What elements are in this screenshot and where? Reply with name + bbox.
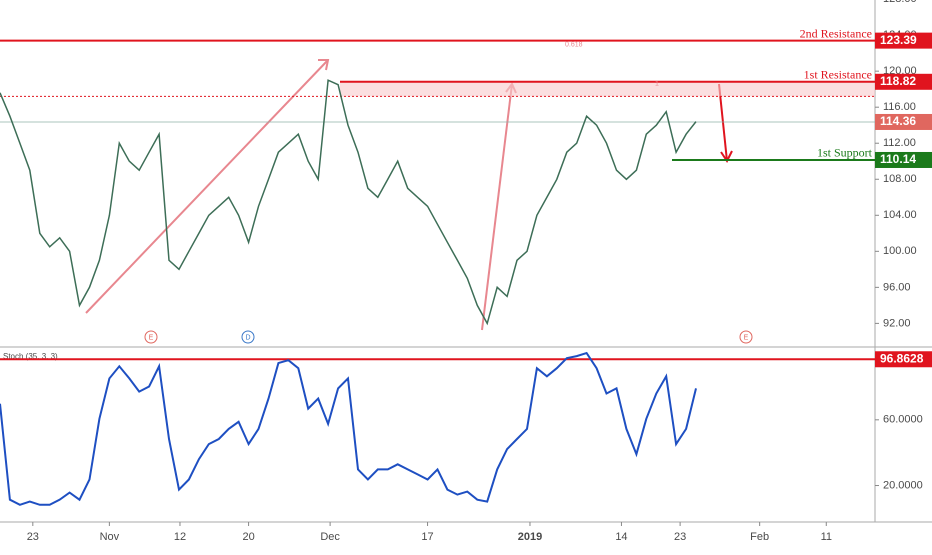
x-tick-label: 20 [242,531,254,543]
y-tick-label: 108.00 [883,173,917,185]
y-tick-label: 116.00 [883,101,916,113]
stoch-line [0,351,697,506]
price-label: 114.36 [880,114,916,128]
price-label-box [875,32,932,49]
y-tick-label: 100.00 [883,245,917,257]
price-label: 118.82 [880,74,916,88]
y-tick-label: 104.00 [883,209,917,221]
price-label: 110.14 [880,152,916,166]
price-line [0,79,697,326]
price-label: 96.8628 [880,351,924,365]
fib-label: 1 [655,81,659,88]
x-tick-label: 14 [615,531,627,543]
x-tick-label: 17 [421,531,433,543]
resistance-zone [340,81,875,97]
x-tick-label: 11 [821,531,832,543]
event-marker [241,330,255,344]
x-tick-label: Dec [320,531,340,543]
level-name: 2nd Resistance [800,26,872,40]
fib-label: 0.618 [565,41,583,48]
price-label-box [875,151,932,168]
event-marker [739,330,753,344]
y-tick-label: 112.00 [883,137,916,149]
price-label-box [875,73,932,90]
y-tick-label: 128.00 [883,0,917,5]
y-tick-label: 60.0000 [883,414,923,426]
y-tick-label: 20.0000 [883,479,923,491]
price-label-box [875,351,932,368]
event-label: E [744,334,749,341]
y-tick-label: 92.00 [883,317,911,329]
level-name: 1st Resistance [804,68,872,82]
indicator-title: Stoch (35, 3, 3) [3,352,58,361]
event-label: E [149,334,154,341]
price-label-box [875,113,932,130]
x-tick-label: 23 [27,531,39,543]
x-tick-label: 2019 [518,531,542,543]
x-tick-label: 12 [174,531,186,543]
x-tick-label: Nov [100,531,120,543]
price-label: 123.39 [880,33,917,47]
y-tick-label: 96.00 [883,281,911,293]
event-label: D [245,334,250,341]
x-tick-label: 23 [674,531,686,543]
x-tick-label: Feb [750,531,769,543]
event-marker [144,330,158,344]
level-name: 1st Support [817,146,873,160]
